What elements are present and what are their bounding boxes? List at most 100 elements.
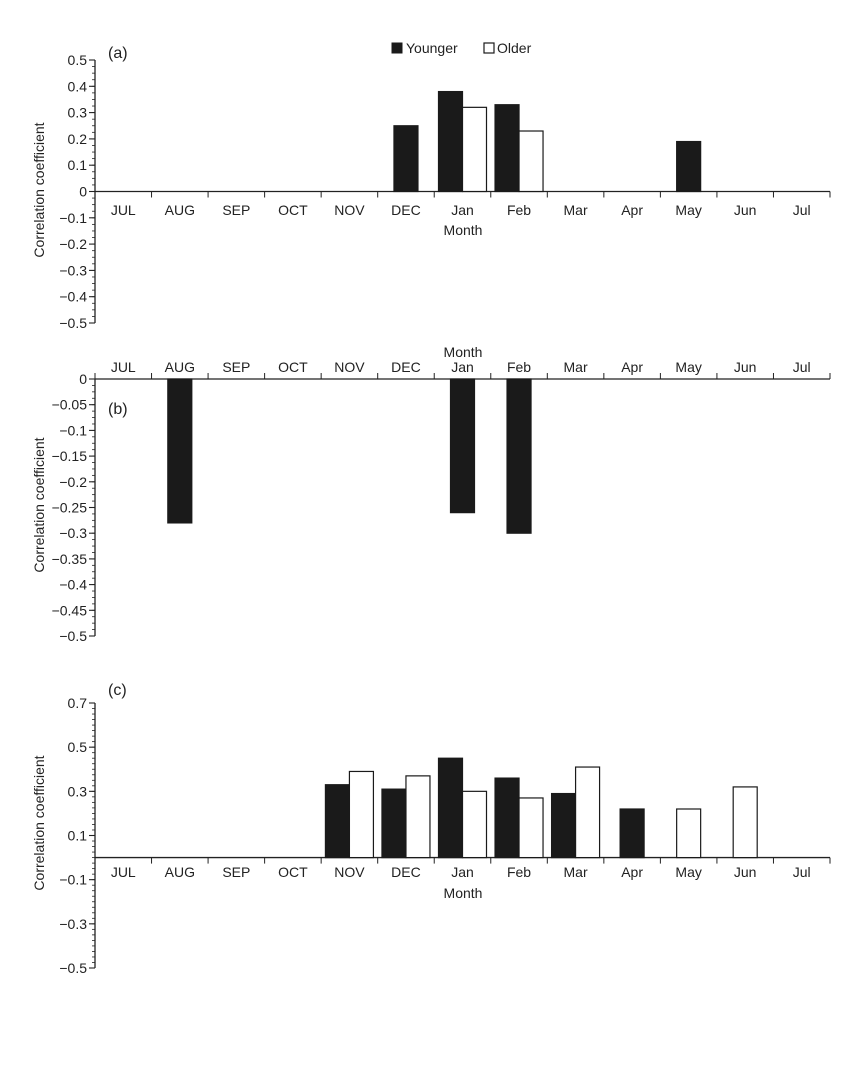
month-label-nov: NOV [334,864,365,880]
bar-older-dec [405,775,431,859]
y-tick-label: −0.15 [52,448,88,464]
bar-older-may [676,808,702,859]
y-tick-label: 0.3 [68,105,88,121]
panels: 0.5 0.4 0.3 0.2 0.1 0 −0.1 −0.2 −0.3 −0.4 −0.5 JUL A… [31,45,831,976]
month-label-dec: DEC [391,864,421,880]
month-label-feb: Feb [507,864,531,880]
panel-label: (c) [108,682,127,699]
y-tick-label: 0.5 [68,739,88,755]
month-label-aug: AUG [165,359,195,375]
bar-younger-jan [437,757,464,859]
month-label-jul: Jul [793,359,811,375]
y-tick-label: −0.1 [59,210,87,226]
legend-younger-swatch [391,42,403,54]
panel-a: 0.5 0.4 0.3 0.2 0.1 0 −0.1 −0.2 −0.3 −0.4 −0.5 JUL A… [31,45,831,331]
y-tick-label: 0.4 [68,78,88,94]
month-label-aug: AUG [165,202,195,218]
y-tick-label: −0.5 [59,960,87,976]
bar-older-jun [732,786,758,859]
bar-older-feb [518,130,544,193]
panel-label: (a) [108,45,128,62]
month-label-mar: Mar [564,202,588,218]
y-tick-label: −0.45 [52,602,88,618]
month-label-oct: OCT [278,864,308,880]
month-label-jan: Jan [451,359,474,375]
y-tick-label: 0.5 [68,52,88,68]
y-tick-label: 0 [79,371,87,387]
panel-b: 0 −0.05 −0.1 −0.15 −0.2 −0.25 −0.3 −0.35 −0.4 −0.… [31,344,831,644]
month-label-nov: NOV [334,359,365,375]
y-tick-label: −0.3 [59,525,87,541]
month-label-oct: OCT [278,359,308,375]
bar-older-nov [348,770,375,859]
month-label-apr: Apr [621,202,643,218]
month-label-sep: SEP [222,864,250,880]
month-label-mar: Mar [564,864,588,880]
month-label-jul: JUL [111,359,136,375]
month-label-jul: Jul [793,864,811,880]
month-label-jan: Jan [451,864,474,880]
y-tick-label: −0.2 [59,236,87,252]
x-axis-title: Month [444,344,483,360]
y-tick-label: 0.3 [68,783,88,799]
month-label-jan: Jan [451,202,474,218]
y-axis-title: Correlation coefficient [31,437,47,572]
month-label-dec: DEC [391,202,421,218]
y-tick-label: −0.5 [59,628,87,644]
month-label-jun: Jun [734,864,757,880]
month-label-feb: Feb [507,202,531,218]
bar-older-mar [574,766,601,859]
y-tick-label: −0.3 [59,262,87,278]
month-label-sep: SEP [222,202,250,218]
bar-older-jan [461,106,488,193]
bar-younger-feb [506,378,532,534]
bar-younger-apr [619,808,645,859]
y-tick-label: −0.4 [59,289,87,305]
legend-older-label: Older [497,40,532,56]
bar-younger-feb [494,104,520,193]
y-tick-label: 0.1 [68,157,88,173]
bar-younger-jan [437,90,464,193]
y-tick-label: 0.7 [68,695,88,711]
bar-younger-aug [167,378,193,524]
y-tick-label: −0.1 [59,872,87,888]
y-tick-label: −0.4 [59,577,87,593]
bar-younger-mar [550,792,577,859]
bar-younger-feb [494,777,520,859]
bar-older-feb [518,797,544,859]
y-tick-label: 0.2 [68,131,88,147]
month-label-jul: Jul [793,202,811,218]
y-axis-title: Correlation coefficient [31,122,47,257]
bar-younger-nov [324,784,351,859]
month-label-jun: Jun [734,202,757,218]
bar-younger-may [676,140,702,193]
y-tick-label: −0.1 [59,422,87,438]
month-label-jul: JUL [111,202,136,218]
x-axis-title: Month [444,222,483,238]
month-label-jun: Jun [734,359,757,375]
month-label-mar: Mar [564,359,588,375]
y-tick-label: 0 [79,184,87,200]
month-label-oct: OCT [278,202,308,218]
x-axis-title: Month [444,885,483,901]
bar-younger-dec [381,788,407,859]
y-tick-label: −0.25 [52,500,88,516]
y-tick-label: −0.35 [52,551,88,567]
month-label-may: May [675,864,701,880]
month-label-feb: Feb [507,359,531,375]
legend: Younger Older [391,40,532,56]
legend-younger-label: Younger [406,40,458,56]
month-label-dec: DEC [391,359,421,375]
month-label-nov: NOV [334,202,365,218]
month-label-aug: AUG [165,864,195,880]
month-label-sep: SEP [222,359,250,375]
y-tick-label: −0.2 [59,474,87,490]
bar-older-jan [461,790,488,859]
y-tick-label: 0.1 [68,828,88,844]
legend-older-swatch [483,42,495,54]
panel-c: 0.7 0.5 0.3 0.1 −0.1 −0.3 −0.5 JUL AUG SEP OCT NOV D… [31,682,831,976]
y-tick-label: −0.5 [59,315,87,331]
y-tick-label: −0.3 [59,916,87,932]
month-label-apr: Apr [621,864,643,880]
bar-younger-jan [449,378,476,514]
